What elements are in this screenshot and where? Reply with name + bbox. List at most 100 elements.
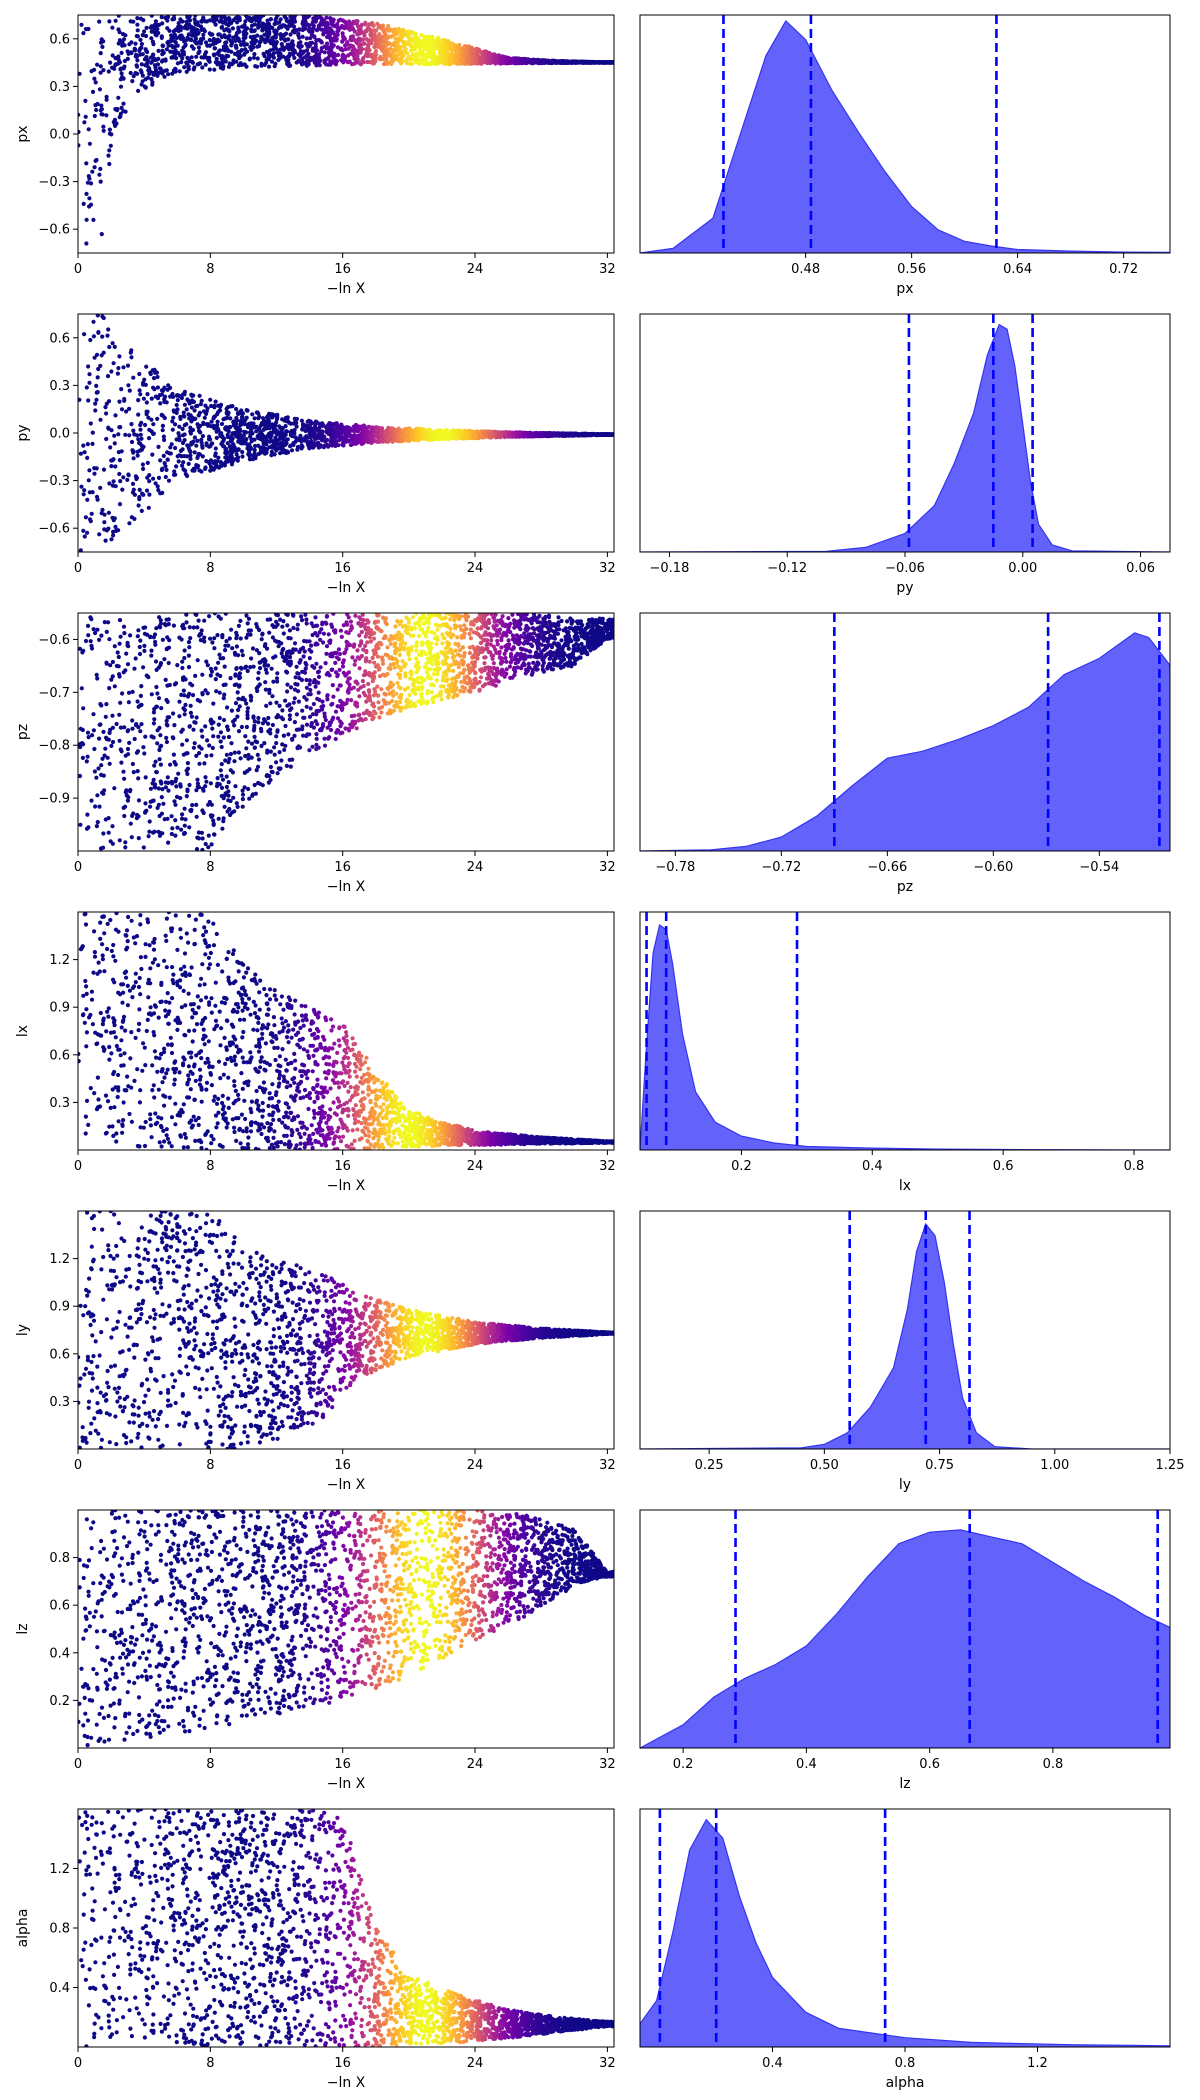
trace-point xyxy=(140,491,145,496)
trace-point xyxy=(328,38,333,44)
trace-point xyxy=(390,426,395,431)
trace-point xyxy=(203,62,208,67)
trace-point xyxy=(173,445,178,451)
trace-point xyxy=(92,355,97,360)
trace-point xyxy=(242,51,247,56)
trace-point xyxy=(235,36,240,41)
trace-point xyxy=(139,41,144,47)
trace-point xyxy=(112,344,117,349)
trace-point xyxy=(224,406,229,411)
trace-point xyxy=(312,426,317,431)
trace-point xyxy=(122,43,127,48)
trace-point xyxy=(234,406,239,412)
trace-point xyxy=(157,393,162,398)
trace-point xyxy=(118,479,123,484)
trace-point xyxy=(192,417,197,422)
trace-point xyxy=(188,453,193,458)
trace-point xyxy=(436,61,441,66)
trace-point xyxy=(400,30,405,35)
trace-point xyxy=(340,39,345,44)
trace-point xyxy=(158,458,163,463)
trace-point xyxy=(213,446,218,451)
trace-point xyxy=(194,443,199,448)
trace-point xyxy=(166,39,171,44)
trace-point xyxy=(249,421,254,426)
trace-point xyxy=(139,508,144,513)
trace-point xyxy=(439,55,444,60)
trace-point xyxy=(112,433,117,438)
trace-point xyxy=(196,51,201,56)
trace-point xyxy=(403,47,408,52)
trace-point xyxy=(78,143,81,148)
trace-point xyxy=(202,415,207,420)
trace-point xyxy=(94,383,99,388)
trace-point xyxy=(193,15,198,18)
trace-point xyxy=(224,53,229,58)
trace-point xyxy=(328,59,333,64)
trace-point xyxy=(408,57,413,62)
trace-point xyxy=(118,84,124,89)
trace-point xyxy=(117,458,122,463)
trace-point xyxy=(187,22,192,27)
trace-point xyxy=(220,434,225,439)
trace-point xyxy=(96,366,101,372)
trace-point xyxy=(125,56,130,62)
trace-point xyxy=(476,50,481,55)
trace-point xyxy=(330,443,335,448)
trace-point xyxy=(275,412,280,417)
trace-point xyxy=(162,74,167,79)
trace-point xyxy=(104,97,109,102)
trace-point xyxy=(89,511,94,516)
trace-point xyxy=(371,23,376,28)
trace-point xyxy=(143,33,149,39)
trace-point xyxy=(144,400,149,405)
trace-point xyxy=(100,507,105,512)
trace-point xyxy=(351,53,356,58)
trace-point xyxy=(336,28,341,33)
trace-point xyxy=(104,94,109,99)
trace-point xyxy=(264,60,269,65)
trace-point xyxy=(137,487,142,492)
trace-point xyxy=(479,60,484,65)
trace-point xyxy=(170,427,175,432)
trace-point xyxy=(121,109,126,114)
trace-point xyxy=(215,426,220,431)
trace-point xyxy=(201,32,206,37)
trace-point xyxy=(362,41,367,46)
trace-point xyxy=(117,30,122,35)
trace-point xyxy=(257,18,262,24)
trace-point xyxy=(181,460,186,465)
trace-point xyxy=(107,148,112,153)
trace-point xyxy=(230,459,235,464)
trace-point xyxy=(322,27,327,32)
trace-point xyxy=(448,55,454,60)
trace-point xyxy=(454,52,459,57)
trace-point xyxy=(426,39,431,45)
trace-point xyxy=(94,397,99,402)
trace-point xyxy=(242,22,247,28)
trace-point xyxy=(306,51,311,56)
trace-point xyxy=(398,60,403,65)
trace-point xyxy=(154,33,159,38)
trace-point xyxy=(101,68,106,73)
trace-point xyxy=(461,45,466,51)
trace-point xyxy=(259,36,264,41)
trace-point xyxy=(251,453,257,458)
trace-point xyxy=(261,51,266,57)
posterior-axes-frame xyxy=(639,14,1171,254)
trace-point xyxy=(221,444,226,449)
trace-point xyxy=(169,33,174,38)
trace-point xyxy=(161,387,166,392)
trace-point xyxy=(138,16,143,21)
trace-point xyxy=(431,58,436,63)
trace-point xyxy=(234,45,239,51)
trace-point xyxy=(197,468,202,473)
trace-point xyxy=(364,436,369,441)
trace-point xyxy=(355,38,360,43)
trace-point xyxy=(121,101,126,106)
trace-point xyxy=(83,515,88,520)
trace-point xyxy=(306,28,312,33)
trace-point xyxy=(84,161,89,166)
trace-point xyxy=(182,423,187,428)
trace-point xyxy=(285,58,290,63)
